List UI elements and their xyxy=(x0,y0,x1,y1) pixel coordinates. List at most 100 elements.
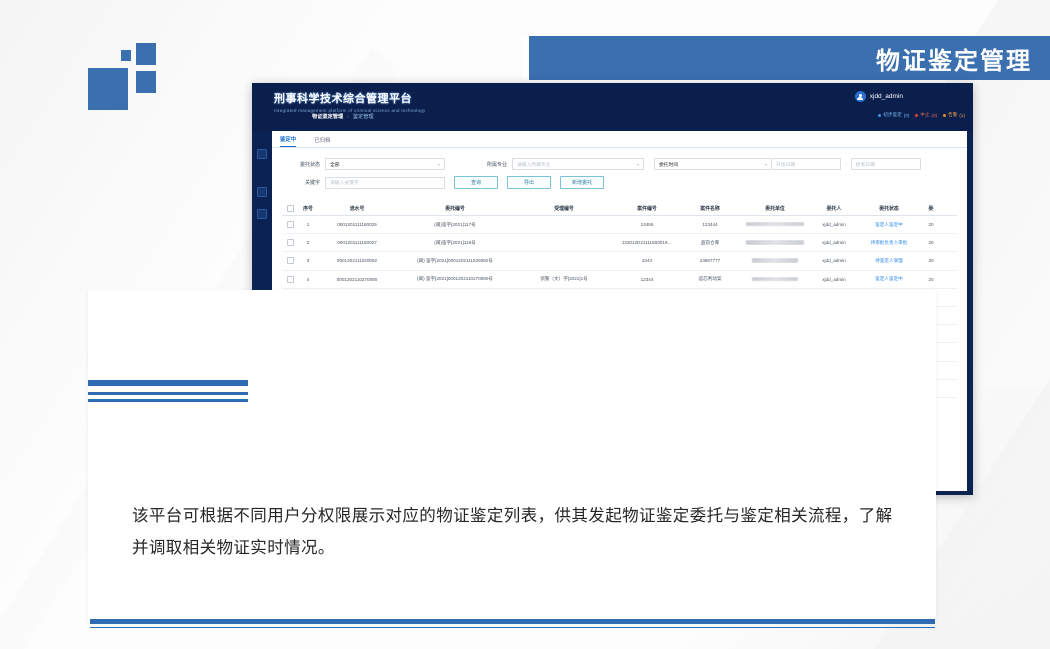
redacted-value: · xyxy=(752,276,798,282)
card-accent-lines xyxy=(88,380,248,402)
cell-case-name: 23667777 xyxy=(699,258,721,264)
cell-case-no: 12344 xyxy=(640,276,654,282)
status-badge-alert-count: (1) xyxy=(959,112,965,118)
status-badges: 初步鉴定 (0) 中止 (0) 告警 (1) xyxy=(878,112,965,118)
new-entrustment-button[interactable]: 新增委托 xyxy=(560,176,604,189)
banner-left-tab xyxy=(522,36,529,80)
sidebar-item-folder[interactable] xyxy=(257,187,267,197)
logo-square-large xyxy=(88,68,128,110)
tab-archived[interactable]: 已归档 xyxy=(314,138,331,144)
header-entruster: 委托人 xyxy=(826,206,842,212)
cell-entrust-no: (闽)鉴字[2021]117号 xyxy=(434,221,476,227)
logo-square-small xyxy=(121,50,131,61)
breadcrumb-separator-icon: › xyxy=(347,113,349,120)
cell-index: 3 xyxy=(306,258,310,264)
export-button[interactable]: 导出 xyxy=(507,176,551,189)
cell-case-name: 盗窃仓库 xyxy=(700,239,720,245)
chevron-down-icon: ▾ xyxy=(437,161,440,167)
cell-case-no: J32012D21111500019… xyxy=(621,240,673,246)
major-select-placeholder: 请输入所属专业 xyxy=(517,162,551,168)
time-start-input[interactable]: 开始日期 xyxy=(772,158,841,170)
cell-case-no: 2344 xyxy=(641,258,653,264)
cell-serial: 0001202110270080 xyxy=(336,276,378,282)
app-brand: 刑事科学技术综合管理平台 Integrated management platf… xyxy=(274,90,426,113)
cell-entruster: xjdd_admin xyxy=(822,240,846,246)
query-button[interactable]: 查询 xyxy=(454,176,498,189)
table-row[interactable]: 1 0001201111180025 (闽)鉴字[2021]117号 13455 123… xyxy=(282,216,957,235)
status-badge-initial-count: (0) xyxy=(903,112,910,118)
keyword-input[interactable]: 请输入关键字 xyxy=(325,176,445,189)
cell-entrust-unit: · xyxy=(740,240,810,245)
time-start-placeholder: 开始日期 xyxy=(776,162,796,168)
time-end-placeholder: 结束日期 xyxy=(855,162,875,168)
user-menu[interactable]: xjdd_admin xyxy=(854,91,903,102)
cell-status[interactable]: 待鉴定人受理 xyxy=(875,257,903,263)
search-row-2: 关键字 请输入关键字 查询 导出 新增委托 xyxy=(286,176,953,189)
cell-overflow: 20 xyxy=(928,222,934,228)
app-brand-en: Integrated management platform of crimin… xyxy=(274,108,426,113)
header-case-no: 案件编号 xyxy=(637,206,657,212)
accent-line-thin xyxy=(88,399,248,402)
status-badge-initial[interactable]: 初步鉴定 (0) xyxy=(878,112,909,118)
time-type-select[interactable]: 委托时间 ▾ xyxy=(654,158,772,170)
table-row[interactable]: 3 0001202111020092 (闽) 鉴字[2021]00012021110… xyxy=(282,252,957,271)
header-status: 委托状态 xyxy=(879,206,899,212)
keyword-placeholder: 请输入关键字 xyxy=(330,181,359,186)
logo-square-top xyxy=(136,43,156,65)
cell-status[interactable]: 鉴定人鉴定中 xyxy=(875,276,903,282)
row-checkbox[interactable] xyxy=(282,239,298,247)
cell-entruster: xjdd_admin xyxy=(822,276,846,282)
cell-entrust-no: (闽)鉴字[2021]118号 xyxy=(434,239,476,245)
cell-entrust-unit: · xyxy=(740,222,810,227)
cell-serial: 0001201111180025 xyxy=(337,222,377,228)
header-accept-no: 受理编号 xyxy=(554,206,574,212)
breadcrumb-current: 鉴定管理 xyxy=(352,114,374,120)
major-select[interactable]: 请输入所属专业 ▾ xyxy=(512,158,644,170)
table-row[interactable]: 2 0001201111150027 (闽)鉴字[2021]118号 J32012D2… xyxy=(282,234,957,253)
status-dot-icon xyxy=(878,113,882,117)
cell-entruster: xjdd_admin xyxy=(822,222,846,228)
cell-entruster: xjdd_admin xyxy=(822,258,846,264)
cell-status[interactable]: 待审批负责人审批 xyxy=(870,239,908,245)
cell-status[interactable]: 鉴定人鉴定中 xyxy=(875,221,903,227)
caption-card: 该平台可根据不同用户分权限展示对应的物证鉴定列表，供其发起物证鉴定委托与鉴定相关… xyxy=(88,290,936,622)
redacted-value: · xyxy=(752,258,798,263)
status-badge-alert[interactable]: 告警 (1) xyxy=(943,112,965,118)
status-badge-suspended-label: 中止 xyxy=(920,112,930,117)
cell-index: 4 xyxy=(306,276,310,282)
status-select[interactable]: 全部 ▾ xyxy=(325,158,445,170)
cell-overflow: 20 xyxy=(928,258,934,264)
cell-accept-no: 侦警（文）字[2021]1号 xyxy=(540,276,588,282)
time-label: 委托时间 xyxy=(659,162,679,168)
select-all-checkbox[interactable] xyxy=(282,204,298,212)
header-overflow: 委 xyxy=(928,206,934,212)
breadcrumb-root[interactable]: 物证鉴定管理 xyxy=(312,114,344,120)
row-checkbox[interactable] xyxy=(282,257,298,265)
title-banner: 物证鉴定管理 xyxy=(529,36,1050,80)
chevron-down-icon: ▾ xyxy=(764,161,767,167)
status-dot-icon xyxy=(915,113,919,117)
keyword-label: 关键字 xyxy=(304,180,320,186)
logo-mark xyxy=(88,40,178,112)
accent-line-mid xyxy=(88,392,248,395)
major-label: 所属专业 xyxy=(486,161,507,168)
header-serial: 流水号 xyxy=(349,206,365,212)
time-range-separator: - xyxy=(845,161,847,167)
row-checkbox[interactable] xyxy=(282,275,298,283)
table-header-row: 序号 流水号 委托编号 受理编号 案件编号 案件名称 委托单位 委托人 委托状态… xyxy=(282,201,957,216)
tab-in-progress[interactable]: 鉴定中 xyxy=(280,135,297,147)
table-row[interactable]: 4 0001202110270080 (闽) 鉴字[2021]00012021102… xyxy=(282,271,957,289)
cell-case-name: 123444 xyxy=(702,222,718,228)
cell-case-no: 13455 xyxy=(640,222,654,228)
sidebar-item-list[interactable] xyxy=(257,149,267,159)
status-badge-suspended[interactable]: 中止 (0) xyxy=(915,112,937,118)
cell-serial: 0001202111020092 xyxy=(336,258,378,264)
cell-case-name: 运芯判动案 xyxy=(698,276,722,282)
status-select-value: 全部 xyxy=(330,162,340,168)
status-badge-suspended-count: (0) xyxy=(931,112,938,118)
row-checkbox[interactable] xyxy=(282,221,298,229)
app-brand-zh: 刑事科学技术综合管理平台 xyxy=(274,93,412,105)
time-end-input[interactable]: 结束日期 xyxy=(850,158,921,170)
sidebar-item-report[interactable] xyxy=(257,209,267,219)
cell-entrust-no: (闽) 鉴字[2021]0001202110270080号 xyxy=(416,276,494,282)
